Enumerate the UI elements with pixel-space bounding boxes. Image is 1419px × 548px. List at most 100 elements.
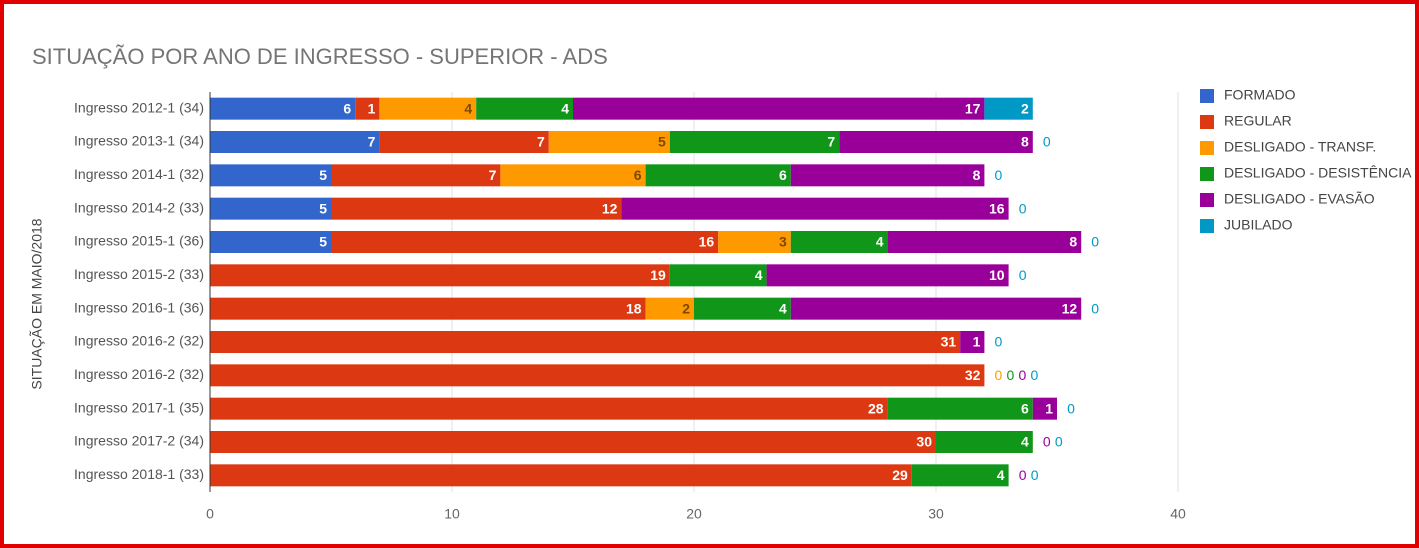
data-label: 0 xyxy=(1043,434,1051,450)
data-label: 7 xyxy=(368,134,376,150)
bar-segment xyxy=(210,364,985,387)
data-label: 0 xyxy=(1019,267,1027,283)
bar-segment xyxy=(210,297,646,320)
y-tick-label: Ingresso 2018-1 (33) xyxy=(74,466,204,482)
bar-segment xyxy=(1032,397,1057,420)
bar-segment xyxy=(669,264,767,287)
y-tick-label: Ingresso 2017-2 (34) xyxy=(74,433,204,449)
bar-segment xyxy=(331,231,719,253)
bar-segment xyxy=(210,431,936,453)
bar-segment xyxy=(379,131,549,153)
bar-segment xyxy=(355,97,380,120)
bar-segment xyxy=(887,397,1033,420)
data-label: 1 xyxy=(973,334,981,350)
bar-segment xyxy=(669,131,840,153)
y-tick-label: Ingresso 2014-2 (33) xyxy=(74,199,204,215)
legend-label: DESLIGADO - EVASÃO xyxy=(1224,191,1375,207)
data-label: 6 xyxy=(634,167,642,183)
y-tick-label: Ingresso 2016-2 (32) xyxy=(74,333,204,349)
y-axis-title: SITUAÇÃO EM MAIO/2018 xyxy=(29,218,45,389)
bar-segment xyxy=(210,397,888,420)
data-label: 1 xyxy=(1045,400,1053,416)
data-label: 16 xyxy=(699,234,715,250)
data-label: 1 xyxy=(368,100,376,116)
data-label: 5 xyxy=(319,200,327,216)
bar-segment xyxy=(210,331,961,353)
data-label: 4 xyxy=(464,100,472,116)
data-label: 0 xyxy=(1031,367,1039,383)
data-label: 4 xyxy=(997,467,1005,483)
data-label: 4 xyxy=(1021,434,1029,450)
data-label: 3 xyxy=(779,234,787,250)
data-label: 4 xyxy=(561,100,569,116)
data-label: 31 xyxy=(941,334,957,350)
bar-segment xyxy=(331,164,501,187)
bar-segment xyxy=(210,264,670,287)
data-label: 5 xyxy=(319,234,327,250)
bar-segment xyxy=(718,231,791,253)
data-label: 18 xyxy=(626,300,642,316)
data-label: 30 xyxy=(916,434,932,450)
bar-segment xyxy=(210,231,331,253)
legend-label: JUBILADO xyxy=(1224,217,1293,233)
legend-swatch xyxy=(1200,193,1214,207)
legend-label: DESLIGADO - TRANSF. xyxy=(1224,139,1376,155)
data-label: 7 xyxy=(489,167,497,183)
chart-title: SITUAÇÃO POR ANO DE INGRESSO - SUPERIOR … xyxy=(32,44,608,69)
data-label: 0 xyxy=(995,334,1003,350)
x-tick-label: 30 xyxy=(928,506,944,522)
data-label: 7 xyxy=(537,134,545,150)
data-label: 0 xyxy=(1091,300,1099,316)
data-label: 4 xyxy=(876,234,884,250)
y-tick-label: Ingresso 2015-1 (36) xyxy=(74,233,204,249)
legend-swatch xyxy=(1200,219,1214,233)
y-tick-label: Ingresso 2016-2 (32) xyxy=(74,366,204,382)
legend-label: DESLIGADO - DESISTÊNCIA xyxy=(1224,165,1412,181)
x-tick-label: 0 xyxy=(206,506,214,522)
data-label: 0 xyxy=(1067,400,1075,416)
data-label: 0 xyxy=(995,167,1003,183)
y-tick-label: Ingresso 2012-1 (34) xyxy=(74,99,204,115)
data-label: 8 xyxy=(1021,134,1029,150)
data-label: 17 xyxy=(965,100,981,116)
data-label: 0 xyxy=(1019,367,1027,383)
bar-segment xyxy=(936,431,1033,453)
bar-segment xyxy=(766,264,1009,287)
data-label: 6 xyxy=(1021,400,1029,416)
data-label: 0 xyxy=(1031,467,1039,483)
x-tick-label: 40 xyxy=(1170,506,1186,522)
legend-swatch xyxy=(1200,115,1214,129)
bar-segment xyxy=(379,97,477,120)
data-label: 19 xyxy=(650,267,666,283)
y-tick-label: Ingresso 2017-1 (35) xyxy=(74,399,204,415)
data-label: 0 xyxy=(1043,134,1051,150)
x-tick-label: 20 xyxy=(686,506,702,522)
data-label: 6 xyxy=(779,167,787,183)
y-tick-label: Ingresso 2013-1 (34) xyxy=(74,133,204,149)
y-tick-label: Ingresso 2016-1 (36) xyxy=(74,299,204,315)
data-label: 0 xyxy=(995,367,1003,383)
bar-segment xyxy=(887,231,1082,253)
bar-segment xyxy=(548,131,670,153)
data-label: 4 xyxy=(779,300,787,316)
data-label: 7 xyxy=(827,134,835,150)
bar-segment xyxy=(694,297,791,320)
legend-swatch xyxy=(1200,141,1214,155)
data-label: 12 xyxy=(1062,300,1078,316)
legend-label: FORMADO xyxy=(1224,87,1296,103)
y-tick-label: Ingresso 2015-2 (33) xyxy=(74,266,204,282)
data-label: 16 xyxy=(989,200,1005,216)
data-label: 0 xyxy=(1019,200,1027,216)
bar-segment xyxy=(210,464,912,487)
bar-segment xyxy=(210,97,356,120)
data-label: 0 xyxy=(1007,367,1015,383)
data-label: 5 xyxy=(658,134,666,150)
bar-segment xyxy=(790,297,1082,320)
data-label: 8 xyxy=(973,167,981,183)
data-label: 0 xyxy=(1091,234,1099,250)
data-label: 8 xyxy=(1069,234,1077,250)
data-label: 32 xyxy=(965,367,981,383)
bar-segment xyxy=(790,231,888,253)
bar-segment xyxy=(621,197,1009,220)
